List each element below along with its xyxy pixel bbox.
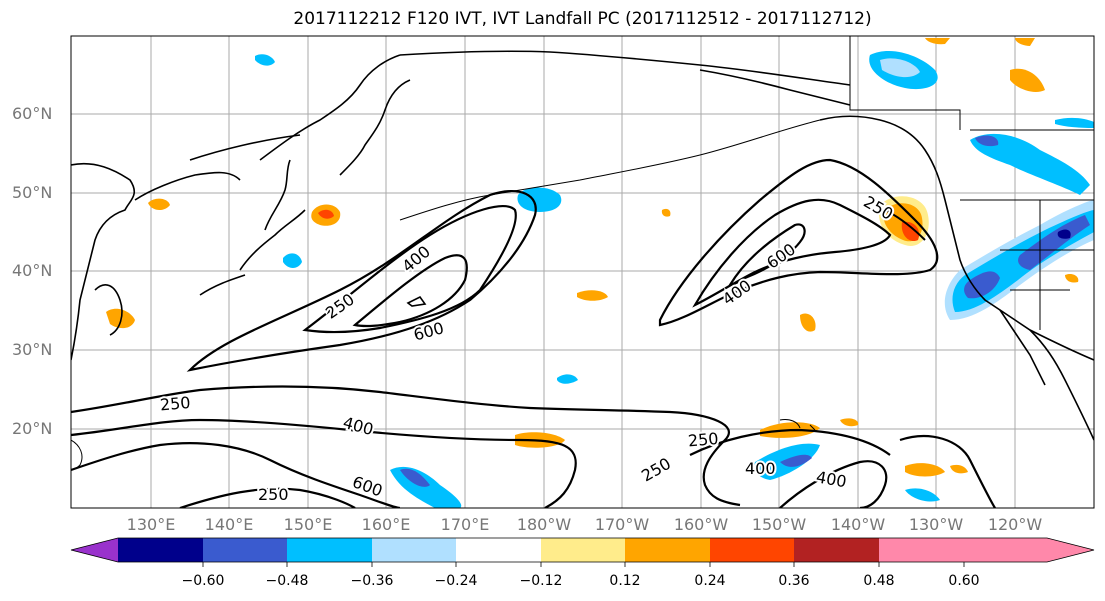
- colorbar-tick-label: −0.12: [519, 573, 563, 589]
- colorbar-tick-label: 0.48: [863, 573, 895, 589]
- positive-anomaly: [925, 38, 950, 45]
- colorbar-cell: [118, 538, 203, 562]
- lon-label: 130°W: [908, 515, 964, 534]
- negative-anomaly: [905, 488, 940, 502]
- lon-label: 130°E: [126, 515, 176, 534]
- negative-anomaly: [1018, 215, 1090, 270]
- negative-anomaly: [390, 466, 462, 508]
- negative-anomaly: [970, 133, 1090, 195]
- lon-label: 160°E: [361, 515, 411, 534]
- colorbar-tick-label: −0.36: [350, 573, 394, 589]
- map-frame: [70, 35, 1095, 509]
- colorbar-tick-label: 0.24: [694, 573, 726, 589]
- lon-label: 150°E: [283, 515, 333, 534]
- positive-anomaly: [901, 221, 920, 242]
- colorbar-cell: [541, 538, 625, 562]
- negative-anomaly: [255, 54, 275, 66]
- lon-label: 150°W: [751, 515, 807, 534]
- colorbar-cell: [794, 538, 879, 562]
- colorbar-extend-high: [964, 538, 1094, 562]
- lat-label: 20°N: [12, 419, 53, 438]
- lon-label: 170°E: [440, 515, 490, 534]
- contour-label: 250: [258, 485, 289, 504]
- positive-anomaly: [148, 198, 170, 211]
- positive-anomaly: [577, 290, 608, 301]
- negative-anomaly: [517, 187, 562, 212]
- positive-anomaly: [950, 464, 968, 474]
- positive-anomaly: [1010, 68, 1045, 92]
- lon-label: 160°W: [673, 515, 729, 534]
- figure-title: 2017112212 F120 IVT, IVT Landfall PC (20…: [293, 9, 872, 29]
- positive-anomaly: [1065, 273, 1079, 283]
- negative-anomaly: [1055, 117, 1094, 128]
- lon-label: 180°W: [516, 515, 572, 534]
- colorbar-cell: [879, 538, 964, 562]
- ivt-contours: [71, 158, 996, 508]
- negative-anomaly: [964, 271, 1000, 299]
- colorbar-cell: [710, 538, 794, 562]
- contour-label: 600: [411, 318, 445, 344]
- positive-anomaly: [106, 308, 135, 329]
- contour-label: 400: [745, 459, 776, 478]
- colorbar-tick-label: −0.24: [434, 573, 478, 589]
- contour-label: 400: [719, 276, 755, 309]
- positive-anomaly: [661, 208, 671, 217]
- contour-label: 250: [159, 393, 191, 415]
- lon-label: 140°W: [830, 515, 886, 534]
- contour-label: 400: [815, 467, 848, 491]
- positive-anomaly: [318, 209, 334, 219]
- negative-anomaly: [557, 374, 578, 384]
- coastlines: [71, 36, 1094, 471]
- positive-anomaly: [800, 313, 816, 332]
- colorbar-cell: [372, 538, 456, 562]
- colorbar-cell: [203, 538, 287, 562]
- lon-label: 120°W: [987, 515, 1043, 534]
- colorbar-extend-low: [71, 538, 118, 562]
- contour-label: 250: [322, 290, 358, 323]
- lon-label: 170°W: [594, 515, 650, 534]
- colorbar-cell: [625, 538, 710, 562]
- lat-label: 60°N: [12, 104, 53, 123]
- lon-label: 140°E: [204, 515, 254, 534]
- contour-label: 400: [341, 413, 375, 439]
- positive-anomaly: [840, 418, 859, 427]
- lat-label: 50°N: [12, 183, 53, 202]
- anomaly-shading: [106, 38, 1094, 508]
- positive-anomaly: [1015, 38, 1035, 46]
- colorbar-tick-label: 0.12: [609, 573, 641, 589]
- colorbar-tick-label: −0.48: [265, 573, 309, 589]
- colorbar-tick-label: −0.60: [181, 573, 225, 589]
- positive-anomaly: [905, 463, 945, 477]
- negative-anomaly: [780, 454, 812, 467]
- contour-label: 600: [350, 472, 385, 500]
- lat-label: 40°N: [12, 261, 53, 280]
- negative-anomaly: [283, 253, 302, 268]
- colorbar-tick-label: 0.36: [778, 573, 810, 589]
- lat-label: 30°N: [12, 340, 53, 359]
- colorbar-cell: [287, 538, 372, 562]
- colorbar-cell: [456, 538, 541, 562]
- contour-label: 250: [687, 429, 719, 451]
- contour-label: 250: [638, 454, 674, 486]
- colorbar: [70, 537, 1095, 567]
- negative-anomaly: [1057, 229, 1071, 239]
- negative-anomaly: [975, 135, 999, 147]
- negative-anomaly: [400, 468, 430, 487]
- negative-anomaly: [880, 58, 920, 78]
- colorbar-tick-label: 0.60: [948, 573, 980, 589]
